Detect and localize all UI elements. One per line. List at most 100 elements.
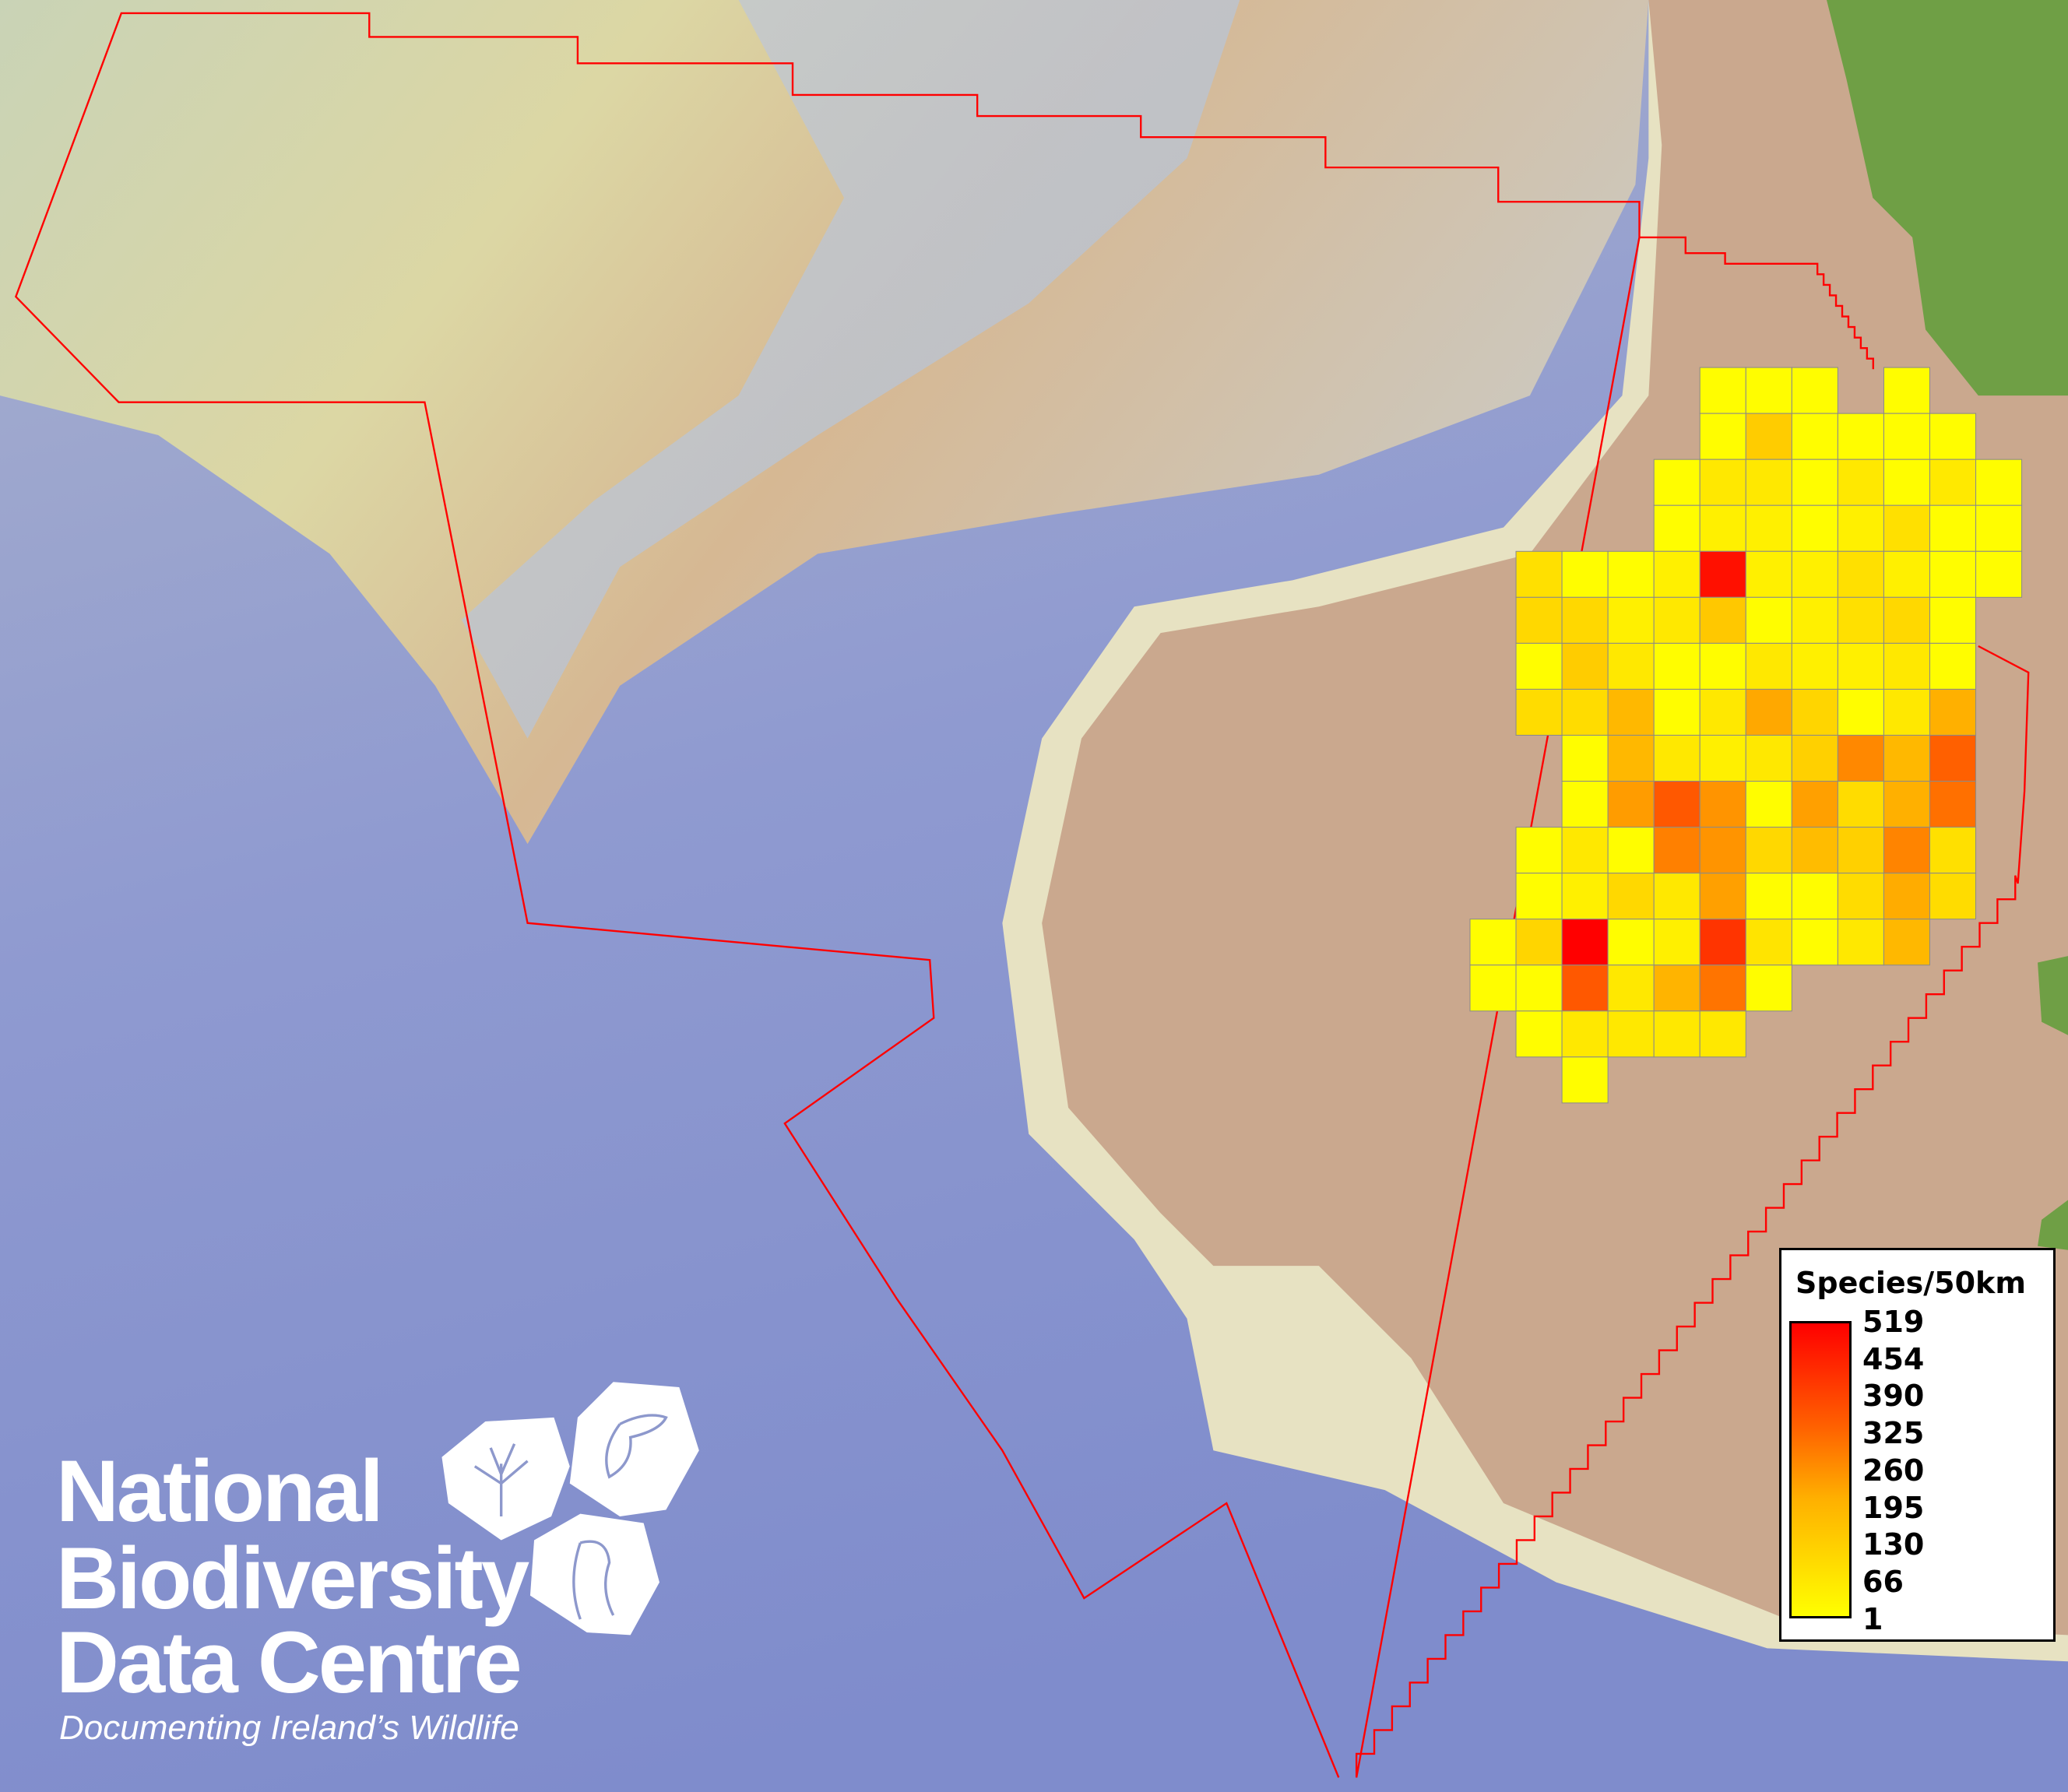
grid-cell[interactable]: [1607, 781, 1655, 828]
grid-cell[interactable]: [1883, 367, 1930, 414]
grid-cell[interactable]: [1561, 781, 1609, 828]
grid-cell[interactable]: [1699, 367, 1746, 414]
grid-cell[interactable]: [1791, 550, 1838, 598]
grid-cell[interactable]: [1699, 550, 1746, 598]
grid-cell[interactable]: [1607, 550, 1655, 598]
grid-cell[interactable]: [1791, 413, 1838, 460]
grid-cell[interactable]: [1561, 965, 1609, 1012]
grid-cell[interactable]: [1883, 781, 1930, 828]
grid-cell[interactable]: [1837, 734, 1884, 782]
grid-cell[interactable]: [1745, 873, 1792, 920]
grid-cell[interactable]: [1791, 688, 1838, 736]
grid-cell[interactable]: [1515, 1010, 1563, 1058]
grid-cell[interactable]: [1653, 827, 1700, 874]
grid-cell[interactable]: [1561, 550, 1609, 598]
grid-cell[interactable]: [1837, 873, 1884, 920]
grid-cell[interactable]: [1607, 873, 1655, 920]
grid-cell[interactable]: [1745, 504, 1792, 552]
grid-cell[interactable]: [1837, 827, 1884, 874]
grid-cell[interactable]: [1561, 919, 1609, 966]
grid-cell[interactable]: [1515, 965, 1563, 1012]
grid-cell[interactable]: [1883, 688, 1930, 736]
grid-cell[interactable]: [1929, 459, 1977, 506]
grid-cell[interactable]: [1791, 919, 1838, 966]
grid-cell[interactable]: [1883, 413, 1930, 460]
grid-cell[interactable]: [1791, 642, 1838, 690]
grid-cell[interactable]: [1607, 965, 1655, 1012]
grid-cell[interactable]: [1745, 781, 1792, 828]
grid-cell[interactable]: [1469, 965, 1517, 1012]
grid-cell[interactable]: [1607, 596, 1655, 644]
grid-cell[interactable]: [1561, 1010, 1609, 1058]
grid-cell[interactable]: [1699, 504, 1746, 552]
grid-cell[interactable]: [1929, 688, 1977, 736]
grid-cell[interactable]: [1653, 504, 1700, 552]
grid-cell[interactable]: [1653, 734, 1700, 782]
grid-cell[interactable]: [1699, 965, 1746, 1012]
grid-cell[interactable]: [1791, 873, 1838, 920]
grid-cell[interactable]: [1515, 919, 1563, 966]
grid-cell[interactable]: [1791, 734, 1838, 782]
grid-cell[interactable]: [1837, 781, 1884, 828]
grid-cell[interactable]: [1515, 642, 1563, 690]
grid-cell[interactable]: [1607, 688, 1655, 736]
grid-cell[interactable]: [1837, 504, 1884, 552]
grid-cell[interactable]: [1561, 1056, 1609, 1104]
grid-cell[interactable]: [1607, 919, 1655, 966]
grid-cell[interactable]: [1791, 459, 1838, 506]
grid-cell[interactable]: [1699, 642, 1746, 690]
grid-cell[interactable]: [1607, 734, 1655, 782]
grid-cell[interactable]: [1653, 781, 1700, 828]
grid-cell[interactable]: [1561, 734, 1609, 782]
grid-cell[interactable]: [1975, 459, 2023, 506]
grid-cell[interactable]: [1837, 596, 1884, 644]
grid-cell[interactable]: [1699, 873, 1746, 920]
grid-cell[interactable]: [1745, 459, 1792, 506]
grid-cell[interactable]: [1791, 781, 1838, 828]
grid-cell[interactable]: [1791, 504, 1838, 552]
grid-cell[interactable]: [1837, 550, 1884, 598]
grid-cell[interactable]: [1883, 642, 1930, 690]
grid-cell[interactable]: [1883, 919, 1930, 966]
grid-cell[interactable]: [1929, 413, 1977, 460]
grid-cell[interactable]: [1929, 504, 1977, 552]
grid-cell[interactable]: [1745, 827, 1792, 874]
grid-cell[interactable]: [1745, 688, 1792, 736]
grid-cell[interactable]: [1745, 965, 1792, 1012]
grid-cell[interactable]: [1745, 642, 1792, 690]
grid-cell[interactable]: [1561, 596, 1609, 644]
grid-cell[interactable]: [1653, 919, 1700, 966]
grid-cell[interactable]: [1745, 596, 1792, 644]
grid-cell[interactable]: [1561, 827, 1609, 874]
grid-cell[interactable]: [1561, 642, 1609, 690]
grid-cell[interactable]: [1883, 734, 1930, 782]
grid-cell[interactable]: [1791, 827, 1838, 874]
grid-cell[interactable]: [1653, 873, 1700, 920]
grid-cell[interactable]: [1515, 596, 1563, 644]
grid-cell[interactable]: [1837, 459, 1884, 506]
grid-cell[interactable]: [1929, 642, 1977, 690]
grid-cell[interactable]: [1653, 642, 1700, 690]
grid-cell[interactable]: [1883, 596, 1930, 644]
grid-cell[interactable]: [1699, 827, 1746, 874]
grid-cell[interactable]: [1745, 734, 1792, 782]
grid-cell[interactable]: [1745, 413, 1792, 460]
grid-cell[interactable]: [1515, 688, 1563, 736]
grid-cell[interactable]: [1929, 596, 1977, 644]
grid-cell[interactable]: [1561, 688, 1609, 736]
grid-cell[interactable]: [1883, 550, 1930, 598]
grid-cell[interactable]: [1515, 873, 1563, 920]
grid-cell[interactable]: [1929, 781, 1977, 828]
grid-cell[interactable]: [1699, 688, 1746, 736]
grid-cell[interactable]: [1653, 459, 1700, 506]
grid-cell[interactable]: [1745, 919, 1792, 966]
grid-cell[interactable]: [1929, 734, 1977, 782]
grid-cell[interactable]: [1837, 413, 1884, 460]
grid-cell[interactable]: [1929, 827, 1977, 874]
grid-cell[interactable]: [1561, 873, 1609, 920]
grid-cell[interactable]: [1653, 965, 1700, 1012]
grid-cell[interactable]: [1699, 734, 1746, 782]
grid-cell[interactable]: [1975, 504, 2023, 552]
grid-cell[interactable]: [1929, 550, 1977, 598]
